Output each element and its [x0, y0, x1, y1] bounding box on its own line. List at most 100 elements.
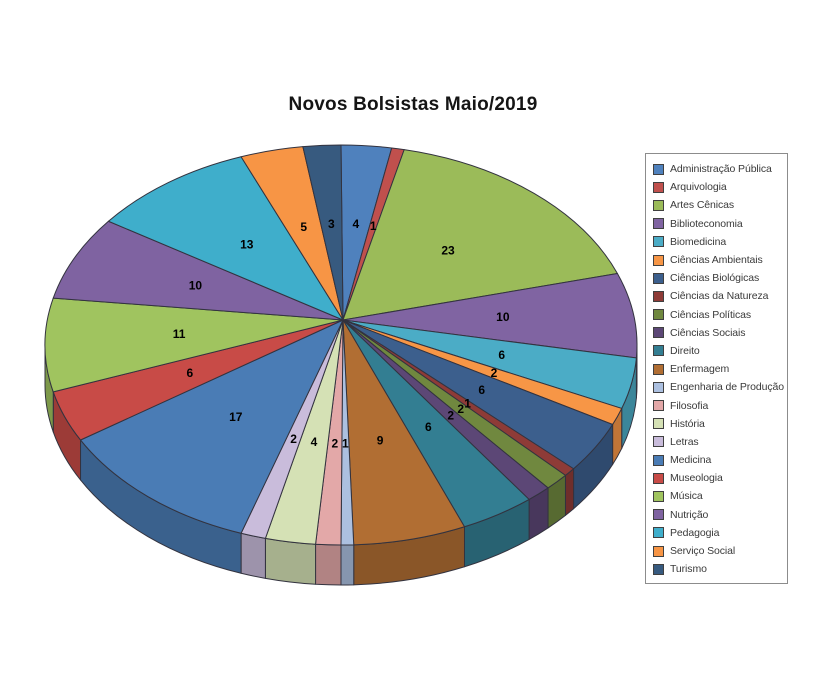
- pie-data-label-enfermagem: 9: [377, 434, 384, 448]
- legend-item-direito: Direito: [653, 342, 785, 360]
- pie-data-label-medicina: 17: [229, 410, 243, 424]
- legend-label: Nutrição: [670, 508, 709, 521]
- legend-label: Ciências Biológicas: [670, 272, 760, 285]
- legend-label: Artes Cênicas: [670, 199, 735, 212]
- pie-data-label-ciencias-biologicas: 6: [478, 383, 485, 397]
- legend-swatch: [653, 363, 664, 375]
- legend-swatch: [653, 400, 664, 412]
- legend-swatch: [653, 236, 664, 248]
- legend-label: Pedagogia: [670, 526, 720, 539]
- pie-slice-wall-historia: [264, 537, 317, 585]
- legend-item-ciencias-biologicas: Ciências Biológicas: [653, 269, 785, 287]
- legend-swatch: [653, 254, 664, 266]
- legend-item-ciencias-ambientais: Ciências Ambientais: [653, 251, 785, 269]
- pie-data-label-artes-cenicas: 23: [441, 243, 455, 257]
- legend-item-servico-social: Serviço Social: [653, 542, 785, 560]
- legend-item-letras: Letras: [653, 433, 785, 451]
- legend-item-ciencias-da-natureza: Ciências da Natureza: [653, 287, 785, 305]
- legend-swatch: [653, 199, 664, 211]
- legend-item-historia: História: [653, 415, 785, 433]
- legend: Administração Pública Arquivologia Artes…: [645, 153, 788, 585]
- legend-swatch: [653, 181, 664, 193]
- pie-slice-wall-filosofia: [315, 543, 342, 586]
- pie-data-label-biblioteconomia: 10: [496, 310, 510, 324]
- legend-label: Música: [670, 490, 703, 503]
- legend-swatch: [653, 545, 664, 557]
- legend-label: Administração Pública: [670, 163, 772, 176]
- legend-item-nutricao: Nutrição: [653, 506, 785, 524]
- legend-item-ciencias-sociais: Ciências Sociais: [653, 324, 785, 342]
- legend-item-enfermagem: Enfermagem: [653, 360, 785, 378]
- legend-swatch: [653, 290, 664, 302]
- legend-label: Ciências Políticas: [670, 308, 752, 321]
- legend-label: Engenharia de Produção: [670, 381, 784, 394]
- legend-label: Biblioteconomia: [670, 217, 743, 230]
- pie-slice-wall-letras: [240, 532, 266, 579]
- chart-title: Novos Bolsistas Maio/2019: [288, 94, 538, 115]
- pie-slice-musica: [44, 297, 344, 393]
- legend-swatch: [653, 309, 664, 321]
- legend-swatch: [653, 163, 664, 175]
- pie-data-label-direito: 6: [425, 420, 432, 434]
- legend-label: História: [670, 417, 705, 430]
- pie-data-label-biomedicina: 6: [498, 348, 505, 362]
- pie-data-label-turismo: 3: [328, 217, 335, 231]
- legend-swatch: [653, 490, 664, 502]
- pie-slice-wall-engenharia-de-producao: [340, 544, 355, 586]
- legend-item-artes-cenicas: Artes Cênicas: [653, 196, 785, 214]
- legend-label: Museologia: [670, 472, 723, 485]
- legend-item-medicina: Medicina: [653, 451, 785, 469]
- pie-data-label-servico-social: 5: [300, 220, 307, 234]
- legend-label: Arquivologia: [670, 181, 727, 194]
- legend-swatch: [653, 436, 664, 448]
- legend-swatch: [653, 381, 664, 393]
- legend-swatch: [653, 509, 664, 521]
- legend-item-arquivologia: Arquivologia: [653, 178, 785, 196]
- legend-label: Ciências da Natureza: [670, 290, 769, 303]
- pie-data-label-museologia: 6: [187, 366, 194, 380]
- pie-slice-medicina: [80, 319, 344, 534]
- legend-swatch: [653, 472, 664, 484]
- pie-slice-wall-ciencias-da-natureza: [564, 468, 575, 516]
- pie-slice-nutricao: [52, 220, 344, 321]
- pie-data-label-ciencias-ambientais: 2: [491, 366, 498, 380]
- pie-data-label-pedagogia: 13: [240, 237, 254, 251]
- legend-item-biblioteconomia: Biblioteconomia: [653, 215, 785, 233]
- legend-item-pedagogia: Pedagogia: [653, 524, 785, 542]
- legend-swatch: [653, 345, 664, 357]
- pie-data-label-arquivologia: 1: [370, 219, 377, 233]
- legend-item-musica: Música: [653, 487, 785, 505]
- legend-swatch: [653, 454, 664, 466]
- legend-label: Turismo: [670, 563, 707, 576]
- pie-data-label-filosofia: 2: [332, 437, 339, 451]
- legend-label: Direito: [670, 344, 700, 357]
- pie-data-label-ciencias-da-natureza: 1: [464, 397, 471, 411]
- legend-label: Ciências Ambientais: [670, 254, 763, 267]
- legend-label: Medicina: [670, 454, 712, 467]
- pie-data-label-ciencias-sociais: 2: [447, 409, 454, 423]
- legend-swatch: [653, 418, 664, 430]
- pie-data-label-administracao-publica: 4: [353, 217, 360, 231]
- legend-item-museologia: Museologia: [653, 469, 785, 487]
- legend-item-filosofia: Filosofia: [653, 396, 785, 414]
- legend-swatch: [653, 563, 664, 575]
- legend-swatch: [653, 527, 664, 539]
- pie-slice-biblioteconomia: [342, 272, 638, 359]
- pie-data-label-historia: 4: [311, 435, 318, 449]
- legend-label: Letras: [670, 435, 699, 448]
- pie-slice-artes-cenicas: [342, 149, 618, 321]
- pie-slice-turismo: [302, 144, 344, 321]
- legend-label: Biomedicina: [670, 235, 727, 248]
- legend-label: Serviço Social: [670, 545, 736, 558]
- legend-swatch: [653, 327, 664, 339]
- pie-data-label-letras: 2: [290, 432, 297, 446]
- legend-item-ciencias-politicas: Ciências Políticas: [653, 306, 785, 324]
- legend-label: Enfermagem: [670, 363, 730, 376]
- legend-label: Filosofia: [670, 399, 709, 412]
- pie-slice-pedagogia: [107, 156, 344, 321]
- legend-item-turismo: Turismo: [653, 560, 785, 578]
- legend-item-biomedicina: Biomedicina: [653, 233, 785, 251]
- legend-item-administracao-publica: Administração Pública: [653, 160, 785, 178]
- legend-swatch: [653, 218, 664, 230]
